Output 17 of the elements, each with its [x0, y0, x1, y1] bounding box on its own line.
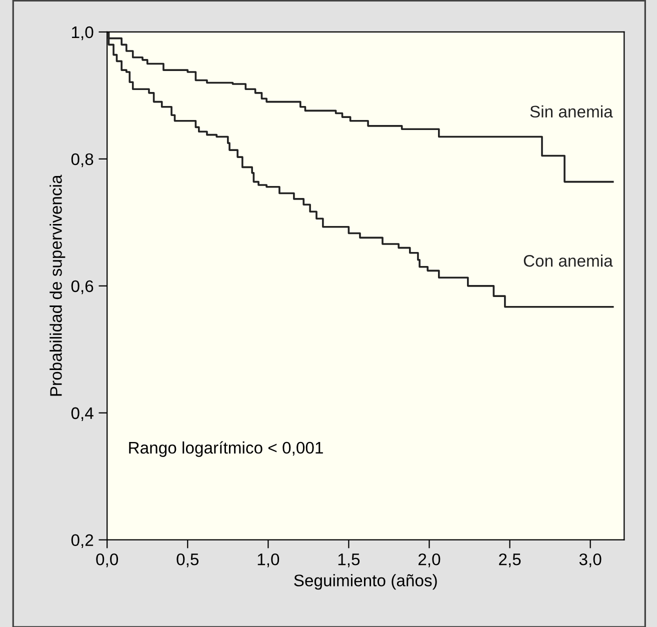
x-tick-label: 2,0: [418, 553, 440, 568]
x-tick-label: 0,0: [96, 553, 118, 568]
x-tick-label: 3,0: [579, 553, 602, 568]
annotation: Rango logarítmico < 0,001: [129, 441, 323, 457]
x-tick-label: 2,5: [499, 553, 521, 568]
series-label: Sin anemia: [530, 105, 613, 118]
y-tick-label: 0,2: [71, 534, 94, 548]
x-tick-label: 0,5: [176, 553, 199, 568]
text: Con anemia: [524, 254, 613, 267]
y-axis-title: Probabilidad de supervivencia: [50, 174, 66, 396]
y-tick-label: 0,8: [71, 153, 94, 168]
y-tick-label: 1,0: [72, 26, 94, 40]
x-tick-label: 1,5: [338, 554, 360, 568]
y-tick-label: 0,4: [71, 407, 94, 422]
y-tick-label: 0,6: [71, 280, 94, 294]
x-axis-title: Seguimiento (años): [294, 574, 437, 590]
x-tick-label: 1,0: [258, 553, 280, 568]
